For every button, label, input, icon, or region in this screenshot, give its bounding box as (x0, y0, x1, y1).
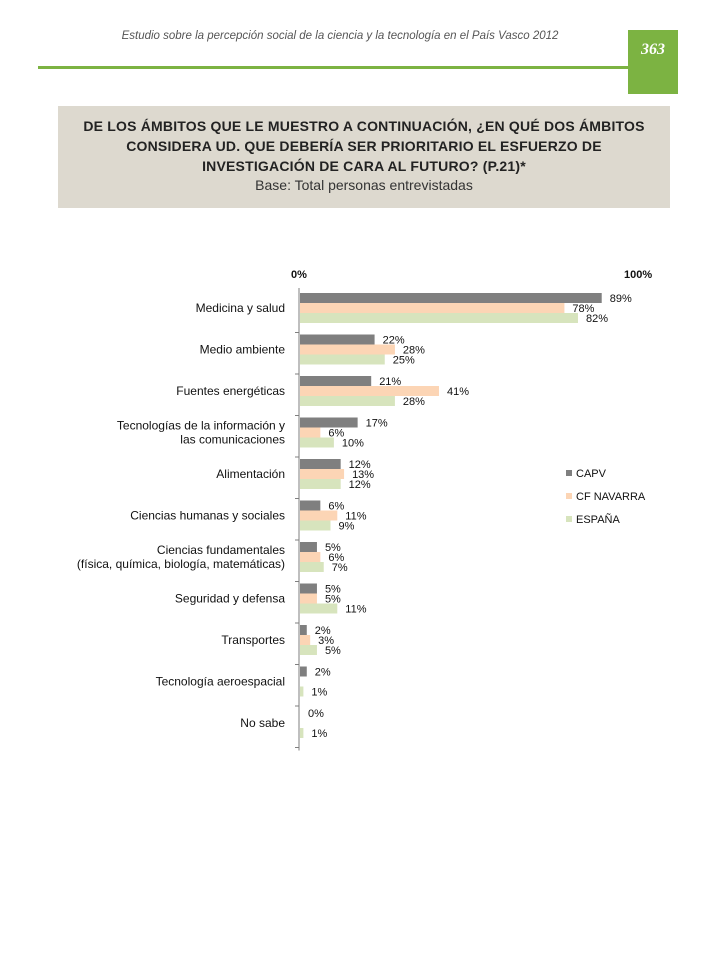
bar (300, 645, 317, 655)
question-box: DE LOS ÁMBITOS QUE LE MUESTRO A CONTINUA… (58, 106, 670, 208)
data-label: 12% (349, 459, 371, 471)
bar (300, 562, 324, 572)
data-label: 5% (325, 584, 341, 596)
bar (300, 376, 372, 386)
category-label: Medicina y salud (196, 301, 285, 315)
bar (300, 552, 321, 562)
data-label: 1% (311, 687, 327, 699)
bar (300, 386, 439, 396)
legend-swatch (566, 470, 572, 476)
bar (300, 293, 602, 303)
category-label: las comunicaciones (180, 433, 285, 447)
data-label: 12% (349, 479, 371, 491)
bar (300, 520, 331, 531)
data-label: 28% (403, 396, 425, 408)
question-base: Base: Total personas entrevistadas (255, 177, 473, 193)
data-label: 5% (325, 645, 341, 657)
data-label: 7% (332, 562, 348, 574)
bar (300, 344, 395, 355)
bar (300, 728, 304, 738)
data-label: 25% (393, 355, 415, 367)
bar (300, 334, 375, 345)
data-label: 5% (325, 542, 341, 554)
data-label: 0% (308, 708, 324, 720)
question-ref: (P.21)* (482, 158, 526, 174)
bar (300, 583, 317, 594)
running-header: Estudio sobre la percepción social de la… (121, 30, 559, 42)
axis-max-label: 100% (624, 269, 652, 281)
data-label: 6% (328, 428, 344, 440)
data-label: 1% (311, 728, 327, 740)
bar (300, 625, 307, 635)
data-label: 41% (447, 386, 469, 398)
bar (300, 686, 304, 697)
category-label: Medio ambiente (200, 343, 286, 357)
category-label: Alimentación (216, 467, 285, 481)
data-label: 5% (325, 594, 341, 606)
data-label: 28% (403, 345, 425, 357)
bar (300, 427, 321, 438)
data-label: 10% (342, 438, 364, 450)
data-label: 13% (352, 469, 374, 481)
question-text: DE LOS ÁMBITOS QUE LE MUESTRO A CONTINUA… (68, 116, 660, 176)
category-label: Tecnología aeroespacial (156, 675, 285, 689)
data-label: 3% (318, 635, 334, 647)
data-label: 89% (610, 293, 632, 305)
data-label: 78% (572, 303, 594, 315)
data-label: 6% (328, 501, 344, 513)
data-label: 2% (315, 625, 331, 637)
bar (300, 354, 385, 365)
bar (300, 313, 578, 323)
data-label: 2% (315, 667, 331, 679)
page-number-badge: 363 (628, 30, 678, 94)
axis-min-label: 0% (291, 269, 307, 281)
bar (300, 479, 341, 489)
legend-label: ESPAÑA (576, 513, 620, 526)
data-label: 11% (345, 604, 366, 616)
category-label: (física, química, biología, matemáticas) (77, 557, 285, 571)
category-label: No sabe (240, 716, 285, 730)
data-label: 22% (383, 335, 405, 347)
legend-swatch (566, 516, 572, 522)
bar (300, 469, 345, 479)
data-label: 21% (379, 376, 401, 388)
category-label: Seguridad y defensa (175, 592, 285, 606)
question-title: DE LOS ÁMBITOS QUE LE MUESTRO A CONTINUA… (83, 118, 645, 174)
legend-swatch (566, 493, 572, 499)
bar (300, 303, 565, 313)
bar (300, 542, 317, 552)
bar (300, 500, 321, 511)
data-label: 82% (586, 313, 608, 325)
category-label: Ciencias fundamentales (157, 543, 285, 557)
legend-label: CF NAVARRA (576, 491, 646, 503)
bar (300, 593, 317, 604)
bar (300, 459, 341, 469)
data-label: 11% (345, 511, 366, 523)
data-label: 9% (339, 521, 355, 533)
category-label: Ciencias humanas y sociales (130, 509, 285, 523)
category-label: Tecnologías de la información y (117, 419, 285, 433)
data-label: 17% (366, 418, 388, 430)
bar (300, 437, 334, 448)
category-label: Transportes (221, 633, 285, 647)
header-rule (38, 66, 630, 69)
data-label: 6% (328, 552, 344, 564)
bar (300, 635, 311, 645)
bar (300, 396, 395, 406)
bar (300, 510, 338, 521)
bar (300, 666, 307, 677)
bar (300, 417, 358, 428)
bar (300, 603, 338, 614)
category-label: Fuentes energéticas (176, 384, 285, 398)
legend-label: CAPV (576, 468, 607, 480)
